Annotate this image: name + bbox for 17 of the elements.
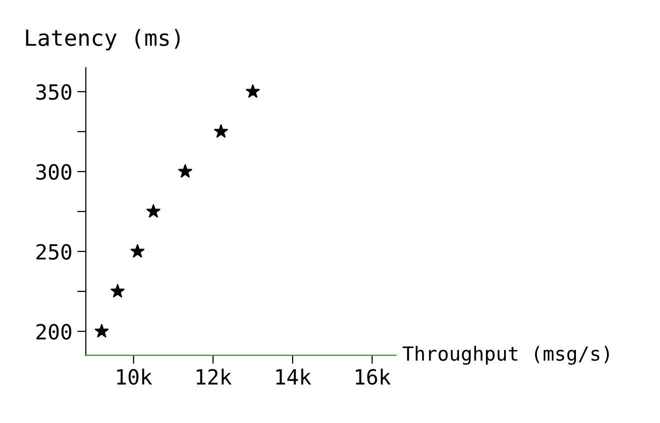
point	[178, 164, 192, 178]
point	[94, 324, 109, 338]
x-tick-label: 10k	[117, 368, 152, 385]
point	[110, 284, 125, 298]
y-tick-label: 200	[36, 324, 72, 340]
x-tick-label: 14k	[276, 368, 312, 384]
y-tick-label: 250	[36, 244, 72, 260]
y-tick-label: 300	[36, 164, 72, 180]
x-tick-label: 12k	[196, 368, 232, 384]
y-axis-title: Latency (ms)	[26, 28, 180, 50]
point	[214, 124, 228, 138]
y-tick-label: 350	[36, 84, 72, 100]
point	[130, 244, 144, 258]
x-tick-label: 16k	[356, 368, 391, 385]
x-axis-title: Throughput (msg/s)	[402, 346, 609, 365]
point	[146, 204, 160, 218]
point	[246, 84, 260, 98]
